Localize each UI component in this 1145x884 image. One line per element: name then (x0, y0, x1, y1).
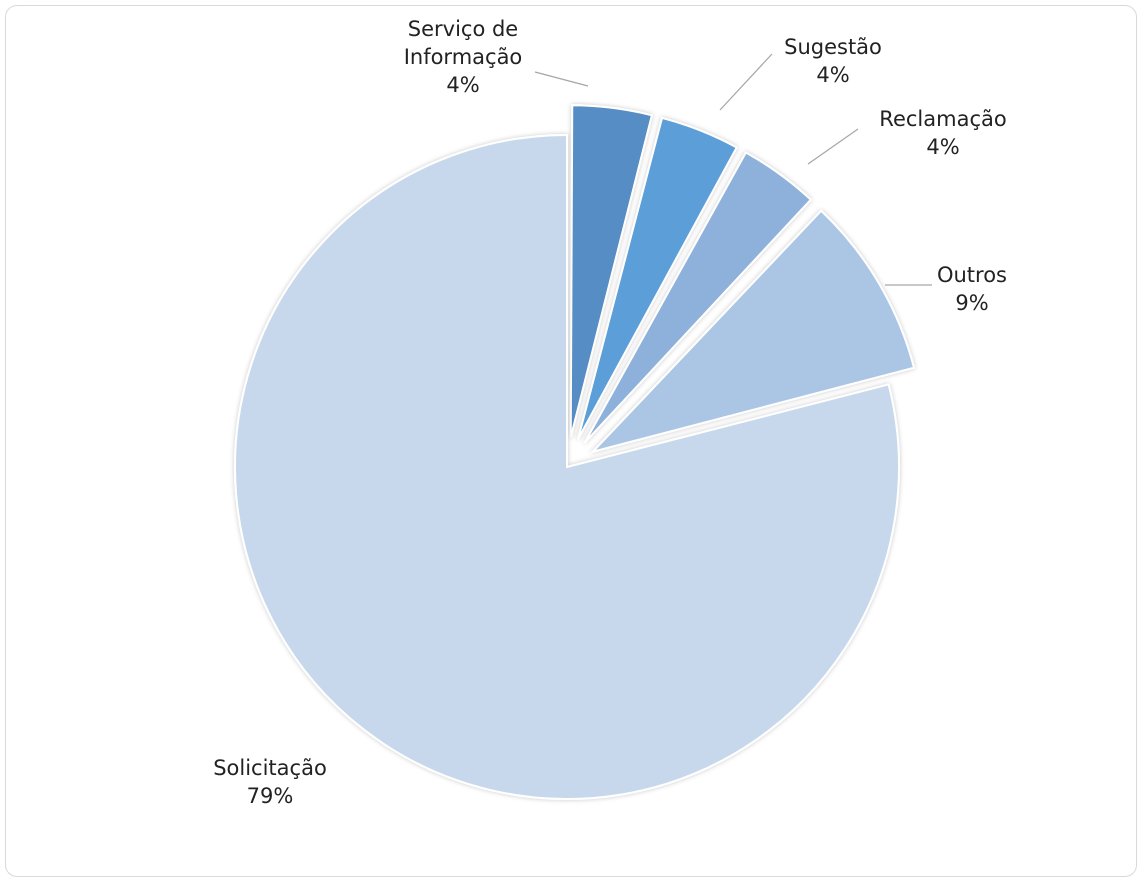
data-label-servico-de-informacao: Serviço de Informação 4% (404, 17, 523, 97)
leader-line-servico-de-informacao (534, 71, 589, 87)
leader-line-sugestao (719, 53, 773, 111)
leader-line-reclamacao (807, 128, 859, 165)
pie-slice-outros (589, 209, 916, 454)
pie-slice-solicitacao (234, 133, 900, 800)
data-label-reclamacao: Reclamação 4% (879, 107, 1006, 159)
data-label-outros: Outros 9% (937, 263, 1007, 315)
pie-slice-servico-de-informacao (569, 104, 654, 438)
pie-slice-reclamacao (583, 151, 813, 444)
data-label-solicitacao: Solicitação 79% (213, 756, 327, 808)
data-label-sugestao: Sugestão 4% (784, 35, 882, 87)
pie-slice-sugestao (577, 116, 739, 440)
